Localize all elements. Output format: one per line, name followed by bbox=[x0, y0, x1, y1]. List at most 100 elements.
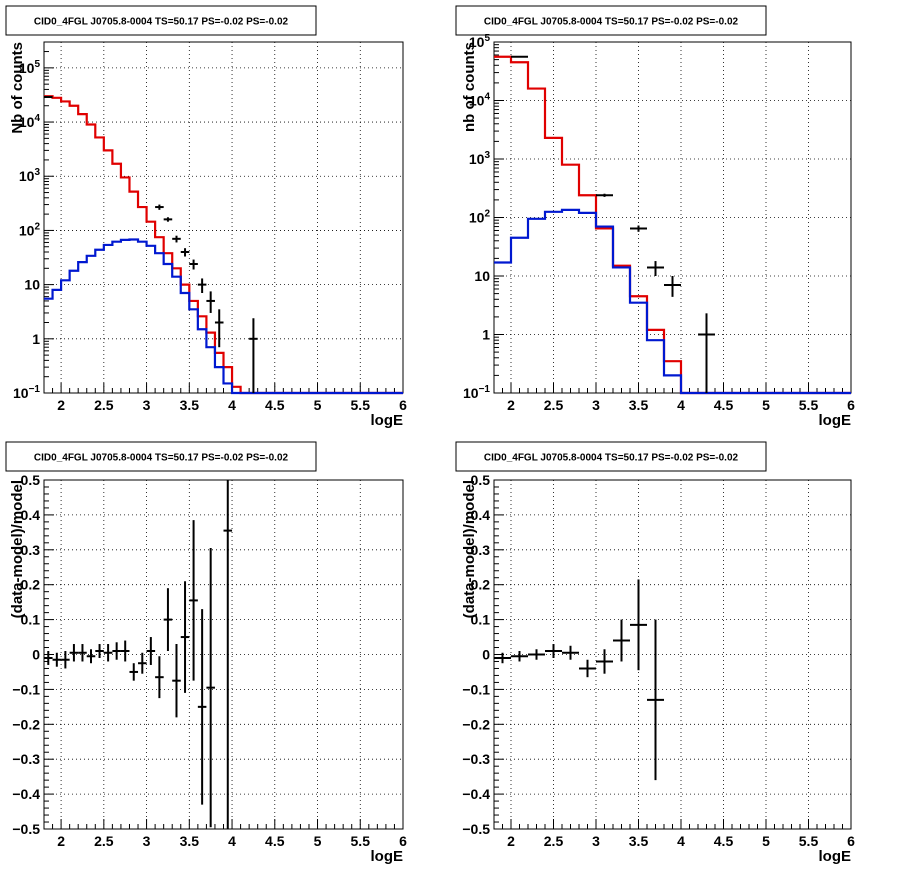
y-tick-label: 0.1 bbox=[21, 612, 41, 628]
x-tick-label: 2 bbox=[507, 397, 515, 413]
source-model-histogram bbox=[44, 238, 403, 395]
residual-point bbox=[596, 649, 613, 674]
y-axis-label: Nb of counts bbox=[9, 42, 26, 134]
y-tick-label: 102 bbox=[469, 209, 491, 226]
x-tick-label: 2.5 bbox=[94, 833, 114, 849]
x-tick-label: 5.5 bbox=[799, 833, 819, 849]
y-tick-label: −0.5 bbox=[462, 821, 490, 837]
y-axis-label: (data-model)/model bbox=[461, 480, 478, 618]
data-point bbox=[596, 193, 613, 197]
panel-title-box bbox=[5, 5, 317, 36]
residual-point bbox=[112, 642, 121, 660]
x-tick-label: 3.5 bbox=[629, 397, 649, 413]
panel-4: CID0_4FGL J0705.8-0004 TS=50.17 PS=-0.02… bbox=[455, 441, 855, 865]
y-tick-label: 0.2 bbox=[471, 577, 491, 593]
x-tick-label: 2 bbox=[57, 833, 65, 849]
x-tick-label: 3 bbox=[143, 397, 151, 413]
x-tick-label: 2.5 bbox=[94, 397, 114, 413]
panel-title: CID0_4FGL J0705.8-0004 TS=50.17 PS=-0.02… bbox=[34, 453, 289, 464]
data-point bbox=[664, 276, 681, 297]
x-tick-label: 4 bbox=[677, 833, 685, 849]
y-tick-label: 0.4 bbox=[471, 507, 491, 523]
source-model-histogram bbox=[494, 208, 851, 395]
x-tick-label: 5 bbox=[314, 833, 322, 849]
y-tick-label: 0.1 bbox=[471, 612, 491, 628]
y-tick-label: 0.4 bbox=[21, 507, 41, 523]
data-point bbox=[163, 217, 173, 222]
x-tick-label: 5.5 bbox=[799, 397, 819, 413]
residual-point bbox=[647, 619, 664, 781]
x-tick-label: 3.5 bbox=[180, 833, 200, 849]
residual-point bbox=[223, 480, 233, 829]
x-tick-label: 3.5 bbox=[629, 833, 649, 849]
residual-point bbox=[86, 649, 96, 664]
x-tick-label: 6 bbox=[399, 397, 407, 413]
x-tick-label: 6 bbox=[847, 833, 855, 849]
y-tick-label: 10 bbox=[474, 268, 490, 284]
panel-3: CID0_4FGL J0705.8-0004 TS=50.17 PS=-0.02… bbox=[5, 441, 407, 865]
residual-point bbox=[528, 649, 545, 660]
data-point bbox=[206, 291, 215, 313]
residual-point bbox=[138, 652, 147, 674]
residual-point bbox=[95, 644, 104, 658]
y-tick-label: 10 bbox=[24, 277, 40, 293]
y-axis-label: (data-model)/model bbox=[9, 480, 26, 618]
data-point bbox=[189, 259, 198, 270]
y-tick-label: −0.2 bbox=[462, 716, 490, 732]
residual-point bbox=[189, 520, 198, 681]
y-tick-label: 0.2 bbox=[21, 577, 41, 593]
residual-point bbox=[78, 644, 87, 662]
x-tick-label: 3 bbox=[143, 833, 151, 849]
data-point bbox=[44, 95, 53, 98]
y-tick-label: 103 bbox=[19, 167, 41, 184]
x-tick-label: 4 bbox=[228, 833, 236, 849]
data-point bbox=[155, 204, 164, 210]
x-axis-label: logE bbox=[371, 848, 404, 865]
residual-point bbox=[494, 652, 511, 664]
panel-title: CID0_4FGL J0705.8-0004 TS=50.17 PS=-0.02… bbox=[484, 17, 739, 28]
residual-point bbox=[103, 644, 113, 662]
y-tick-label: −0.1 bbox=[12, 681, 40, 697]
x-tick-label: 5 bbox=[314, 397, 322, 413]
x-axis-label: logE bbox=[371, 412, 404, 429]
residual-point bbox=[61, 651, 70, 669]
x-tick-label: 4 bbox=[677, 397, 685, 413]
residual-point bbox=[44, 651, 53, 665]
data-point bbox=[214, 309, 224, 348]
x-tick-label: 5 bbox=[762, 397, 770, 413]
y-tick-label: −0.4 bbox=[12, 786, 40, 802]
panel-title: CID0_4FGL J0705.8-0004 TS=50.17 PS=-0.02… bbox=[34, 17, 289, 28]
panels: CID0_4FGL J0705.8-0004 TS=50.17 PS=-0.02… bbox=[5, 5, 855, 865]
y-tick-label: 0.3 bbox=[21, 542, 41, 558]
panel-title-box bbox=[455, 441, 767, 472]
x-tick-label: 6 bbox=[847, 397, 855, 413]
residual-point bbox=[172, 644, 181, 718]
x-tick-label: 6 bbox=[399, 833, 407, 849]
residual-point bbox=[69, 644, 79, 662]
residual-point bbox=[197, 609, 207, 805]
residual-point bbox=[146, 637, 156, 665]
x-tick-label: 3.5 bbox=[180, 397, 200, 413]
x-axis-label: logE bbox=[819, 412, 852, 429]
y-tick-label: 0.5 bbox=[471, 472, 491, 488]
y-tick-label: 104 bbox=[19, 113, 41, 130]
y-tick-label: 104 bbox=[469, 92, 491, 109]
panel-1: CID0_4FGL J0705.8-0004 TS=50.17 PS=-0.02… bbox=[5, 5, 407, 429]
data-point bbox=[249, 318, 258, 393]
x-tick-label: 2.5 bbox=[544, 833, 564, 849]
y-tick-label: 1 bbox=[482, 327, 490, 343]
grid bbox=[494, 42, 851, 393]
x-tick-label: 3 bbox=[592, 397, 600, 413]
y-axis-label: nb of counts bbox=[461, 42, 478, 132]
data-point bbox=[511, 55, 528, 58]
residual-point bbox=[163, 588, 173, 652]
panel-title-box bbox=[5, 441, 317, 472]
residual-point bbox=[562, 645, 579, 660]
x-tick-label: 2 bbox=[57, 397, 65, 413]
data-point bbox=[180, 248, 190, 257]
y-tick-label: 0.5 bbox=[21, 472, 41, 488]
x-tick-label: 5.5 bbox=[351, 833, 371, 849]
residual-point bbox=[545, 644, 562, 658]
x-tick-label: 5 bbox=[762, 833, 770, 849]
